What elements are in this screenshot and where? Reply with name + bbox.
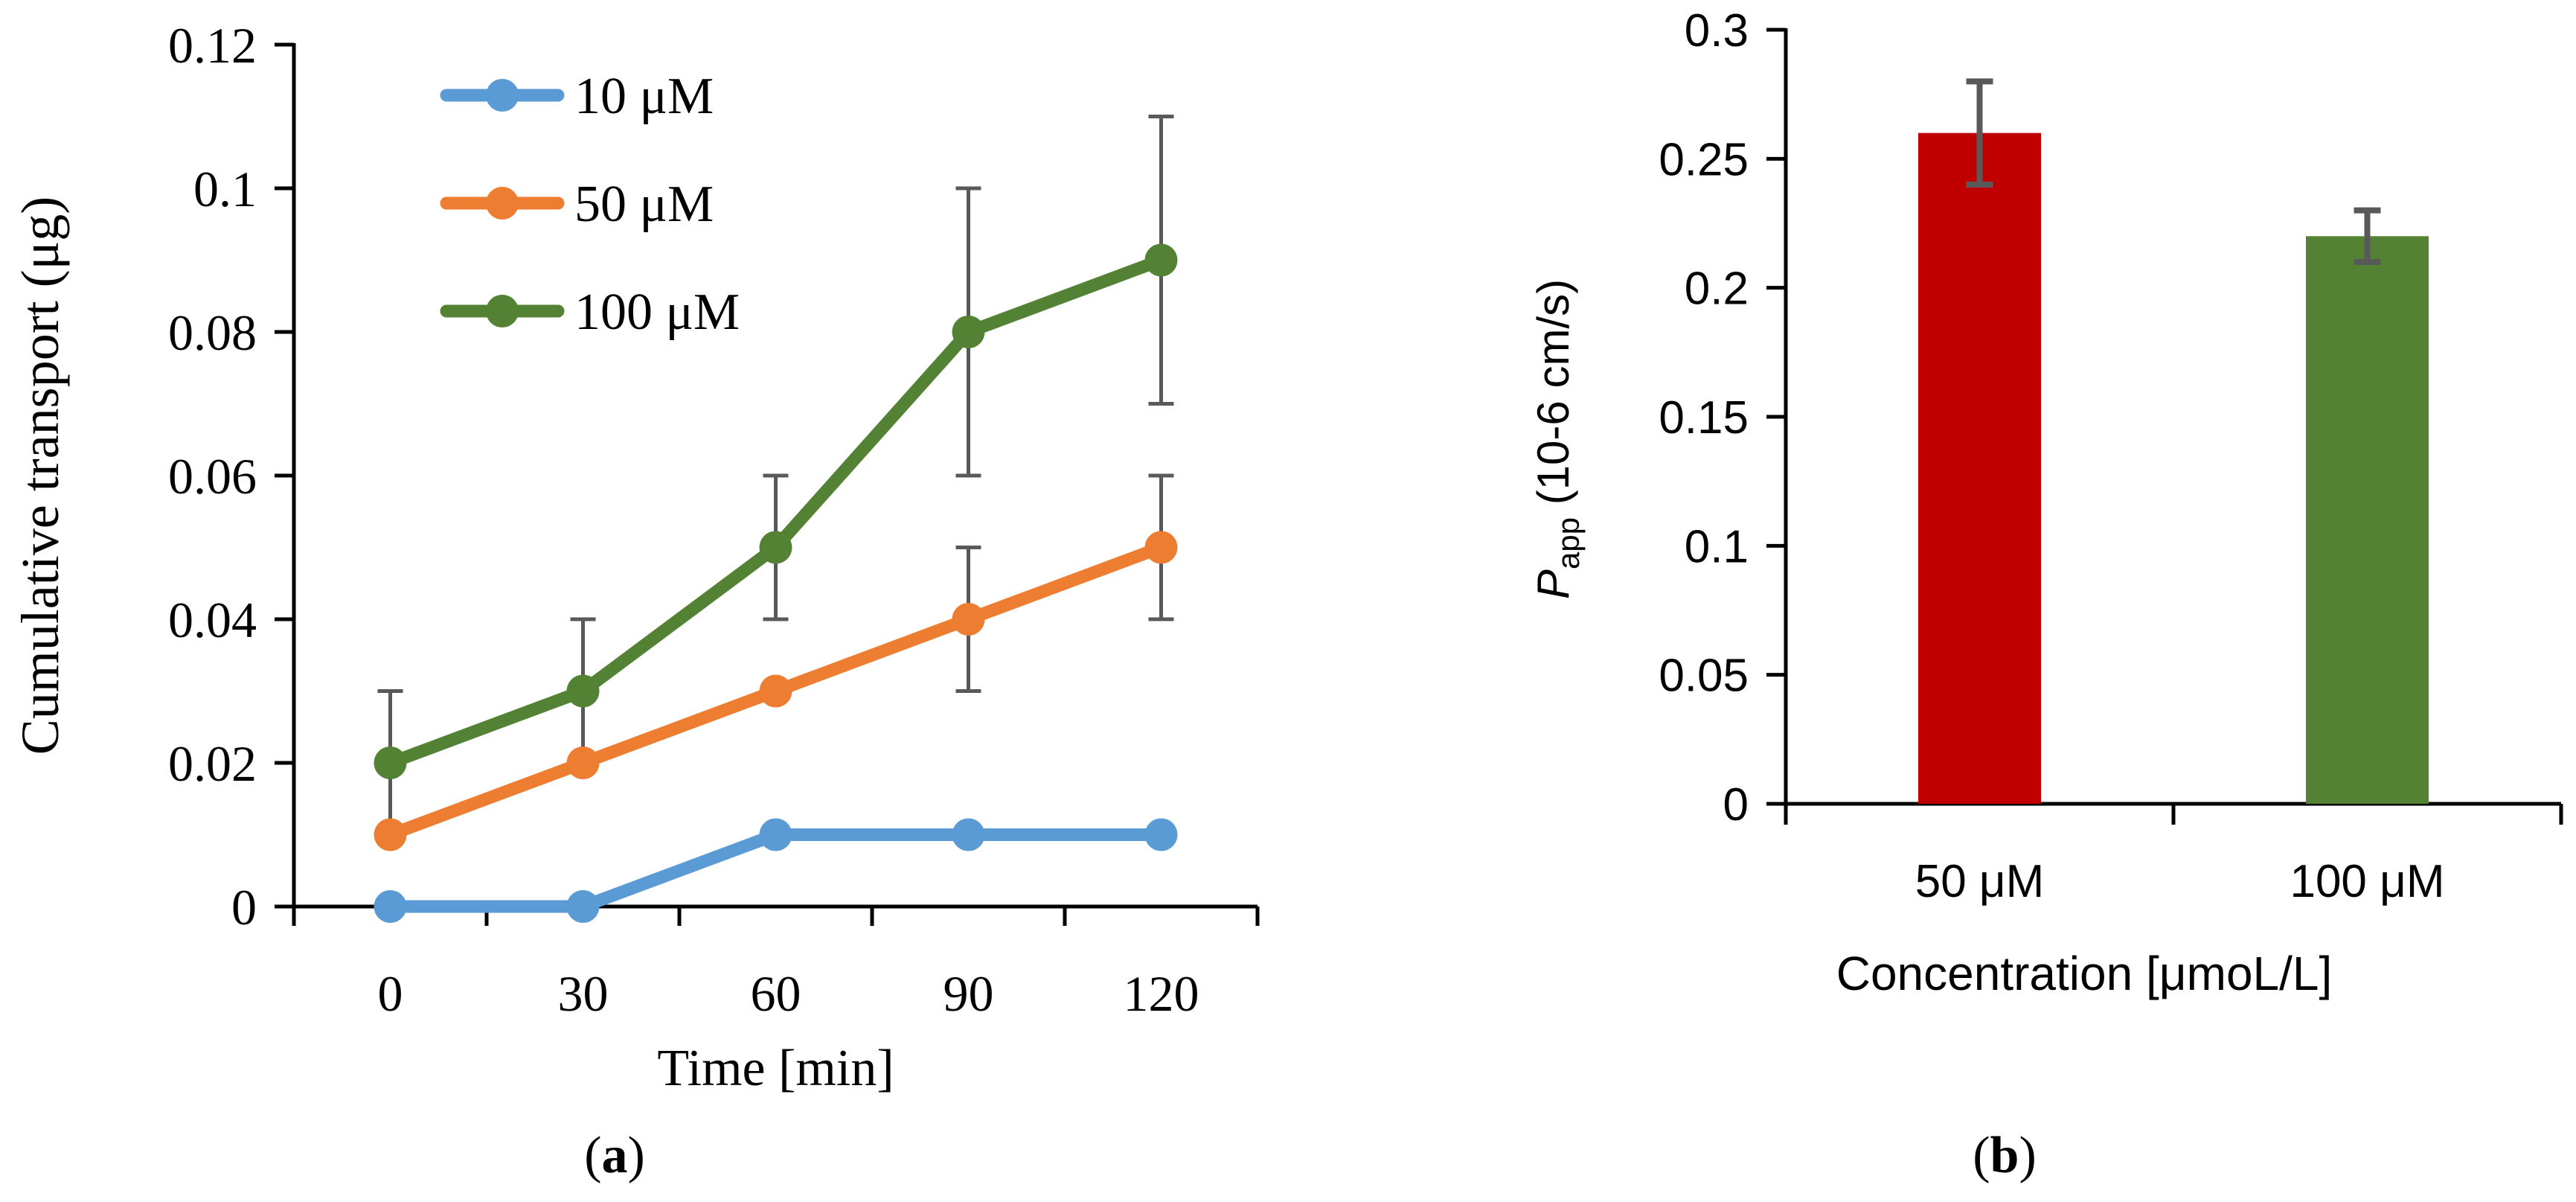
data-point (952, 818, 985, 851)
y-tick-label: 0.3 (1685, 5, 1749, 57)
y-tick-label: 0.08 (168, 304, 257, 361)
y-tick-label: 0.06 (168, 448, 257, 505)
x-tick-label: 50 μM (1915, 856, 2045, 907)
caption-letter: a (602, 1127, 628, 1184)
data-point (759, 674, 792, 708)
panel-b-bar-chart: 0 0.05 0.1 0.15 0.2 0.25 0.3 50 μM 100 μM Concent… (1528, 5, 2563, 1184)
legend-label: 50 μM (574, 176, 714, 233)
legend-swatch-marker (486, 79, 519, 112)
legend-label: 100 μM (574, 284, 740, 341)
legend-label: 10 μM (574, 68, 714, 125)
caption-paren: ) (628, 1127, 645, 1184)
y-tick-label: 0.1 (1685, 521, 1749, 572)
data-point (374, 818, 407, 851)
y-tick-label: 0.02 (168, 735, 257, 792)
caption-paren: ( (1973, 1127, 1990, 1184)
x-tick-label: 90 (943, 965, 994, 1022)
legend-swatch-marker (486, 187, 519, 220)
x-tick-label: 120 (1124, 965, 1199, 1022)
data-point (566, 674, 600, 708)
x-axis-title: Concentration [μmoL/L] (1836, 947, 2333, 1000)
caption-paren: ( (584, 1127, 601, 1184)
data-point (566, 890, 600, 923)
bar (1918, 132, 2041, 804)
y-tick-label: 0.1 (193, 161, 257, 217)
data-point (566, 747, 600, 779)
y-axis-title: Papp (10-6 cm/s) (1528, 279, 1586, 599)
x-tick-label: 100 μM (2290, 856, 2444, 907)
data-point (952, 603, 985, 636)
panel-a-line-chart: 0 0.02 0.04 0.06 0.08 0.1 0.12 0 30 60 90 120 Time [… (10, 17, 1260, 1184)
bar (2306, 236, 2429, 804)
y-tick-label: 0.04 (168, 592, 257, 648)
y-tick-label: 0.12 (168, 17, 257, 74)
y-axis-title-units: (10-6 cm/s) (1528, 279, 1578, 517)
data-point (952, 316, 985, 348)
panel-caption: (b) (1973, 1127, 2037, 1184)
y-axis-title-symbol: P (1528, 569, 1578, 599)
y-tick-label: 0.05 (1659, 650, 1749, 702)
legend-swatch-marker (486, 295, 519, 327)
data-point (374, 747, 407, 779)
x-tick-label: 30 (558, 965, 609, 1022)
y-axis-title: Cumulative transport (μg) (10, 196, 70, 755)
x-axis-title: Time [min] (657, 1040, 894, 1097)
y-tick-label: 0 (1723, 779, 1749, 831)
y-tick-label: 0.2 (1685, 263, 1749, 315)
data-point (759, 818, 792, 851)
data-point (374, 890, 407, 923)
x-tick-label: 60 (751, 965, 801, 1022)
data-point (1144, 818, 1178, 851)
y-tick-label: 0 (231, 879, 257, 936)
caption-letter: b (1990, 1127, 2019, 1184)
y-tick-label: 0.25 (1659, 134, 1749, 185)
data-point (1144, 531, 1178, 564)
x-tick-label: 0 (378, 965, 403, 1022)
y-tick-label: 0.15 (1659, 392, 1749, 444)
data-point (1144, 243, 1178, 277)
panel-caption: (a) (584, 1127, 645, 1184)
y-axis-title-subscript: app (1551, 517, 1586, 569)
data-point (759, 531, 792, 564)
caption-paren: ) (2019, 1127, 2036, 1184)
